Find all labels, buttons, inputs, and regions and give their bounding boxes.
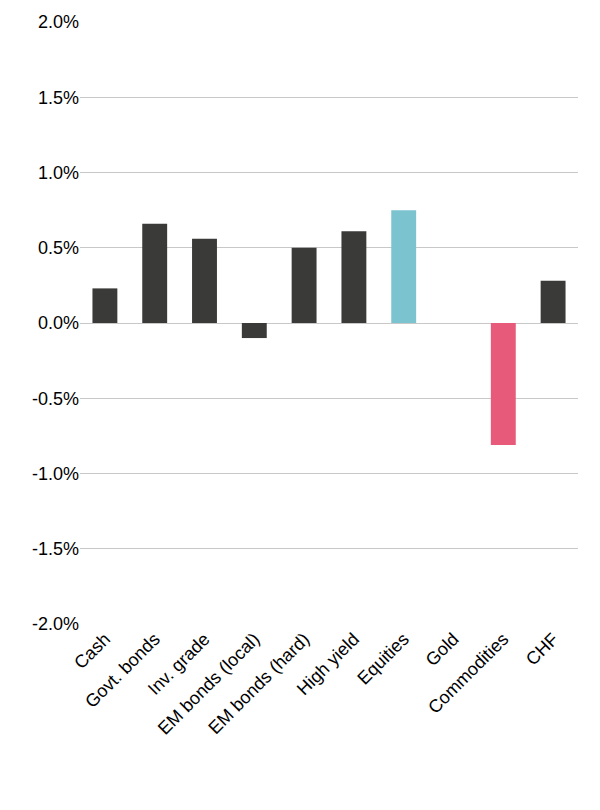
svg-text:0.5%: 0.5% <box>38 238 79 258</box>
svg-text:2.0%: 2.0% <box>38 12 79 32</box>
svg-text:EM bonds (hard): EM bonds (hard) <box>204 629 313 738</box>
svg-text:High yield: High yield <box>293 629 363 699</box>
svg-text:1.0%: 1.0% <box>38 163 79 183</box>
svg-text:Equities: Equities <box>353 629 412 688</box>
svg-text:CHF: CHF <box>522 629 562 669</box>
svg-text:Inv. grade: Inv. grade <box>144 629 214 699</box>
svg-text:-0.5%: -0.5% <box>32 389 79 409</box>
svg-text:-1.0%: -1.0% <box>32 464 79 484</box>
svg-text:-2.0%: -2.0% <box>32 614 79 634</box>
svg-text:EM bonds (local): EM bonds (local) <box>154 629 264 739</box>
svg-text:Cash: Cash <box>70 629 114 673</box>
svg-text:Govt. bonds: Govt. bonds <box>81 629 164 712</box>
svg-text:1.5%: 1.5% <box>38 88 79 108</box>
svg-text:0.0%: 0.0% <box>38 313 79 333</box>
svg-text:Gold: Gold <box>422 629 463 670</box>
svg-text:Commodities: Commodities <box>424 629 512 717</box>
svg-text:-1.5%: -1.5% <box>32 539 79 559</box>
